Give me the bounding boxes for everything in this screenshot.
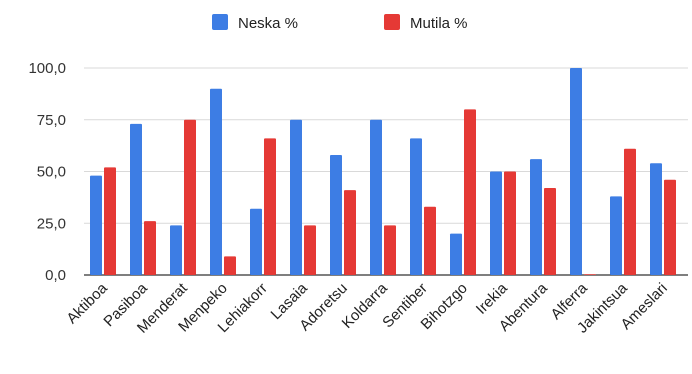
legend-label: Mutila % xyxy=(410,15,468,32)
bar-neska-alferra xyxy=(570,68,582,275)
bar-neska-adoretsu xyxy=(330,154,342,275)
bar-mutila-menderat xyxy=(184,119,196,275)
bar-mutila-adoretsu xyxy=(344,190,356,275)
bar-mutila-sentiber xyxy=(424,206,436,275)
bar-neska-abentura xyxy=(530,159,542,275)
legend-swatch xyxy=(384,14,400,30)
bar-neska-ameslari xyxy=(650,163,662,275)
bar-neska-koldarra xyxy=(370,119,382,275)
bar-mutila-pasiboa xyxy=(144,221,156,275)
y-tick-label: 50,0 xyxy=(37,164,66,181)
bar-mutila-ameslari xyxy=(664,179,676,275)
bar-neska-irekia xyxy=(490,171,502,275)
bar-neska-menpeko xyxy=(210,88,222,275)
bar-neska-bihotzgo xyxy=(450,233,462,275)
bar-mutila-abentura xyxy=(544,188,556,275)
y-tick-label: 0,0 xyxy=(45,267,66,284)
bar-mutila-bihotzgo xyxy=(464,109,476,276)
y-tick-label: 75,0 xyxy=(37,112,66,129)
bars-layer xyxy=(90,68,676,276)
bar-neska-sentiber xyxy=(410,138,422,275)
bar-mutila-alferra xyxy=(584,274,596,275)
bar-neska-lehiakorr xyxy=(250,208,262,275)
bar-mutila-lasaia xyxy=(304,225,316,275)
bar-mutila-lehiakorr xyxy=(264,138,276,275)
bar-neska-lasaia xyxy=(290,119,302,275)
bar-mutila-aktiboa xyxy=(104,167,116,275)
bar-mutila-koldarra xyxy=(384,225,396,275)
y-tick-label: 25,0 xyxy=(37,215,66,232)
bar-neska-jakintsua xyxy=(610,196,622,275)
y-tick-label: 100,0 xyxy=(28,60,66,77)
bar-mutila-irekia xyxy=(504,171,516,275)
legend-label: Neska % xyxy=(238,15,298,32)
bar-neska-aktiboa xyxy=(90,175,102,275)
legend: Neska % Mutila % xyxy=(212,14,468,32)
bar-neska-pasiboa xyxy=(130,123,142,275)
bar-mutila-menpeko xyxy=(224,256,236,275)
legend-swatch xyxy=(212,14,228,30)
bar-mutila-jakintsua xyxy=(624,148,636,275)
bar-neska-menderat xyxy=(170,225,182,275)
